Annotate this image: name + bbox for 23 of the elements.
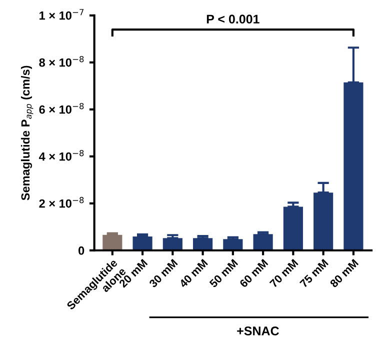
y-tick-label: 0 [78, 246, 84, 255]
bar [162, 238, 182, 250]
bar [132, 236, 152, 250]
annotation: P < 0.001 [206, 14, 260, 24]
x-tick-label: 75 mM [299, 258, 329, 288]
x-tick-label: 40 mM [178, 258, 208, 288]
y-tick-label: 1 × 10$^{−7}$ [40, 9, 84, 20]
x-tick-label: 30 mM [148, 258, 178, 288]
x-tick-label: 60 mM [239, 258, 268, 288]
text: +SNAC [237, 326, 279, 336]
x-tick-label: 50 mM [208, 258, 238, 288]
y-tick-label: 6 × 10$^{−8}$ [39, 102, 84, 114]
bar [102, 234, 122, 250]
y-axis-title: Semaglutide P$_{app}$ (cm/s) [20, 66, 34, 200]
bar [253, 234, 273, 250]
y-tick-label: 8 × 10$^{−8}$ [39, 56, 84, 67]
y-tick-label: 2 × 10$^{−8}$ [39, 196, 84, 208]
bar [223, 239, 243, 250]
bar [193, 238, 213, 250]
bar [283, 206, 303, 250]
y-tick-label: 4 × 10$^{−8}$ [38, 150, 84, 161]
x-tick-label: 80 mM [329, 258, 359, 288]
x-tick-label: 70 mM [269, 258, 298, 288]
